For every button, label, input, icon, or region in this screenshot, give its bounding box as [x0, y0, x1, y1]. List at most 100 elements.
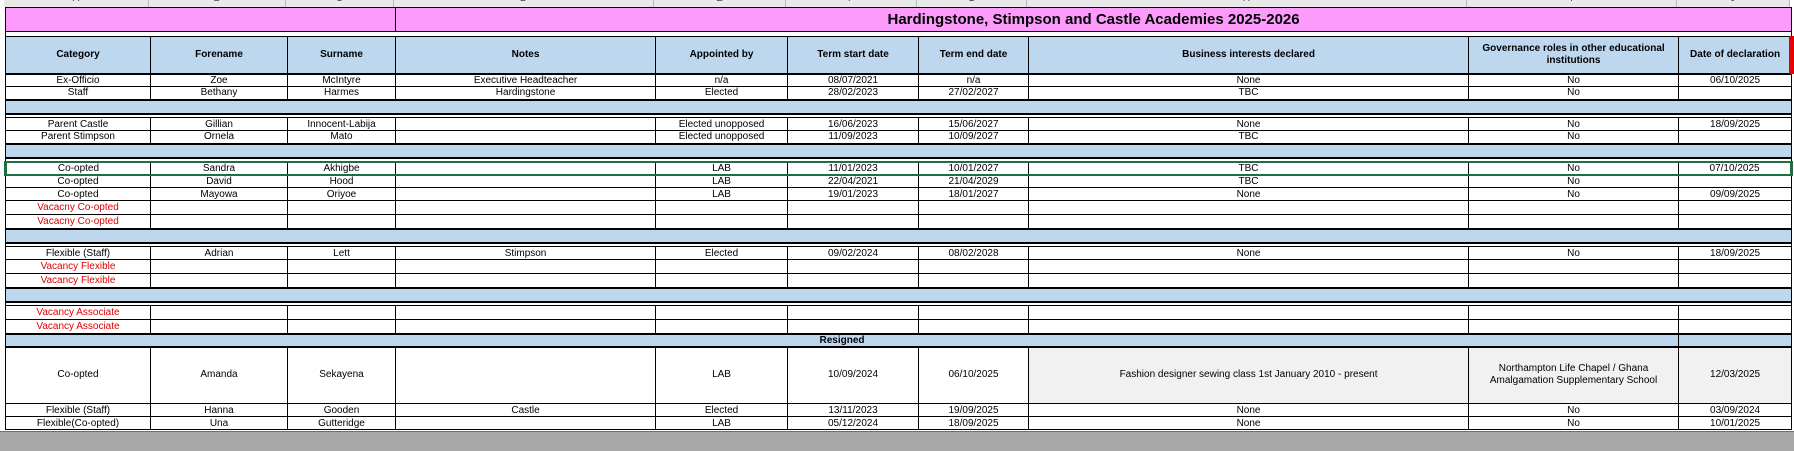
vacancy-cell[interactable]: Vacacny Co-opted — [5, 214, 151, 229]
column-header-g[interactable]: G — [917, 0, 1027, 7]
cell[interactable] — [395, 214, 657, 229]
cell[interactable]: TBC — [1028, 130, 1470, 144]
column-header-j[interactable]: J — [1677, 0, 1790, 7]
cell[interactable] — [655, 305, 789, 320]
cell[interactable] — [286, 305, 397, 320]
cell[interactable]: 22/04/2021 — [787, 174, 920, 188]
cell[interactable]: 19/01/2023 — [787, 187, 920, 201]
vacancy-cell[interactable]: Vacancy Flexible — [5, 273, 151, 288]
cell[interactable]: n/a — [918, 73, 1030, 87]
cell[interactable] — [150, 319, 288, 334]
cell[interactable] — [787, 259, 920, 274]
cell[interactable]: Oriyoe — [286, 187, 397, 201]
cell[interactable] — [1678, 259, 1793, 274]
cell[interactable]: LAB — [655, 416, 789, 430]
cell[interactable] — [655, 319, 789, 334]
cell[interactable]: None — [1028, 416, 1470, 430]
cell[interactable]: n/a — [655, 73, 789, 87]
cell[interactable] — [395, 305, 657, 320]
vacancy-cell[interactable]: Vacancy Associate — [5, 305, 151, 320]
cell[interactable] — [918, 319, 1030, 334]
cell[interactable]: None — [1028, 403, 1470, 417]
cell[interactable]: Gutteridge — [286, 416, 397, 430]
cell[interactable] — [918, 200, 1030, 215]
cell[interactable] — [1678, 319, 1793, 334]
column-header-cell[interactable]: Notes — [395, 36, 657, 75]
cell[interactable]: Co-opted — [5, 187, 151, 201]
cell[interactable] — [286, 273, 397, 288]
cell[interactable]: Una — [150, 416, 288, 430]
cell[interactable]: Staff — [5, 86, 151, 100]
column-header-h[interactable]: H — [1027, 0, 1467, 7]
cell[interactable]: Elected unopposed — [655, 130, 789, 144]
cell[interactable] — [1468, 273, 1680, 288]
column-header-cell[interactable]: Surname — [286, 36, 397, 75]
cell[interactable]: Adrian — [150, 246, 288, 260]
cell[interactable] — [655, 200, 789, 215]
cell[interactable] — [395, 346, 657, 404]
cell[interactable]: Ex-Officio — [5, 73, 151, 87]
cell[interactable] — [150, 200, 288, 215]
cell[interactable]: No — [1468, 246, 1680, 260]
cell[interactable]: 10/09/2027 — [918, 130, 1030, 144]
cell[interactable]: Hood — [286, 174, 397, 188]
cell[interactable]: No — [1468, 187, 1680, 201]
column-header-c[interactable]: C — [286, 0, 394, 7]
cell[interactable] — [1678, 273, 1793, 288]
cell[interactable]: None — [1028, 246, 1470, 260]
cell[interactable] — [918, 273, 1030, 288]
vacancy-cell[interactable]: Vacancy Flexible — [5, 259, 151, 274]
cell[interactable] — [1678, 214, 1793, 229]
cell[interactable]: Flexible(Co-opted) — [5, 416, 151, 430]
cell[interactable]: No — [1468, 86, 1680, 100]
cell[interactable]: Akhigbe — [286, 160, 397, 176]
cell[interactable]: Innocent-Labija — [286, 117, 397, 131]
separator-cell[interactable] — [4, 286, 1793, 303]
cell[interactable]: 10/01/2025 — [1678, 416, 1793, 430]
cell[interactable]: LAB — [655, 346, 789, 404]
cell[interactable]: Mayowa — [150, 187, 288, 201]
column-header-a[interactable]: A — [4, 0, 149, 7]
column-header-i[interactable]: I — [1467, 0, 1677, 7]
cell[interactable]: 21/04/2029 — [918, 174, 1030, 188]
cell[interactable]: Flexible (Staff) — [5, 403, 151, 417]
cell[interactable] — [395, 117, 657, 131]
cell[interactable]: TBC — [1028, 174, 1470, 188]
cell[interactable]: Stimpson — [395, 246, 657, 260]
cell[interactable] — [1678, 174, 1793, 188]
cell[interactable]: TBC — [1028, 86, 1470, 100]
cell[interactable]: 15/06/2027 — [918, 117, 1030, 131]
title-left-cell[interactable] — [4, 7, 397, 32]
cell[interactable]: Gillian — [150, 117, 288, 131]
cell[interactable]: 10/01/2027 — [918, 160, 1030, 176]
cell[interactable] — [787, 200, 920, 215]
cell[interactable]: No — [1468, 130, 1680, 144]
cell[interactable] — [395, 174, 657, 188]
cell[interactable] — [395, 319, 657, 334]
cell[interactable]: None — [1028, 117, 1470, 131]
cell[interactable]: 18/01/2027 — [918, 187, 1030, 201]
cell[interactable]: 08/07/2021 — [787, 73, 920, 87]
cell[interactable]: Sandra — [150, 160, 288, 176]
cell[interactable]: LAB — [655, 160, 789, 176]
cell[interactable] — [150, 214, 288, 229]
column-header-cell[interactable]: Governance roles in other educational in… — [1468, 36, 1680, 75]
cell[interactable]: 16/06/2023 — [787, 117, 920, 131]
cell[interactable]: 06/10/2025 — [918, 346, 1030, 404]
cell[interactable] — [395, 187, 657, 201]
cell[interactable] — [1028, 214, 1470, 229]
column-header-b[interactable]: B — [149, 0, 286, 7]
cell[interactable]: 09/02/2024 — [787, 246, 920, 260]
cell[interactable]: TBC — [1028, 160, 1470, 176]
cell[interactable]: Co-opted — [4, 160, 151, 176]
cell[interactable] — [787, 273, 920, 288]
cell[interactable]: Ornela — [150, 130, 288, 144]
cell[interactable]: Parent Stimpson — [5, 130, 151, 144]
cell[interactable]: Mato — [286, 130, 397, 144]
cell[interactable]: Hanna — [150, 403, 288, 417]
cell[interactable]: No — [1468, 160, 1680, 176]
cell[interactable]: Bethany — [150, 86, 288, 100]
cell[interactable]: 07/10/2025 — [1678, 160, 1794, 176]
column-header-cell[interactable]: Date of declaration — [1678, 36, 1793, 75]
column-header-cell[interactable]: Category — [5, 36, 151, 75]
